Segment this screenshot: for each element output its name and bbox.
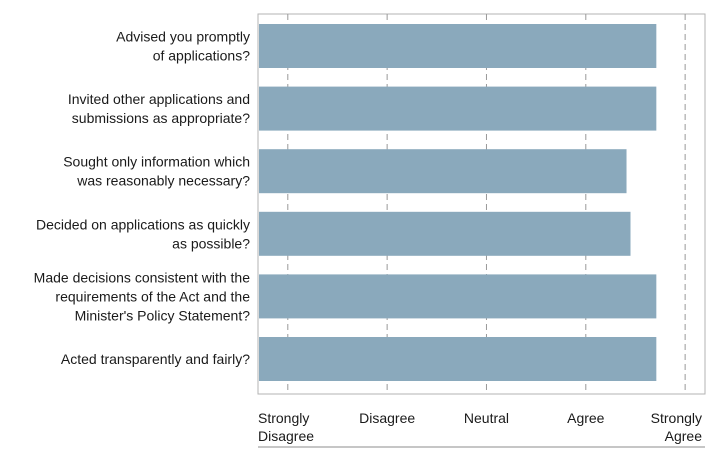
x-tick-label-line: Neutral — [464, 410, 509, 426]
plot-frame — [257, 13, 706, 395]
x-tick-label-line: Disagree — [359, 410, 415, 426]
category-label-line: Invited other applications and — [68, 91, 250, 107]
category-label-1: Advised you promptly of applications? — [116, 29, 250, 64]
category-label-4: Decided on applications as quickly as pos… — [36, 216, 250, 251]
x-tick-label-line: Agree — [567, 410, 605, 426]
category-label-line: requirements of the Act and the — [55, 288, 250, 304]
x-tick-label-2: Disagree — [359, 410, 415, 426]
category-label-line: Sought only information which — [63, 154, 250, 170]
bar-4 — [259, 211, 631, 256]
category-label-line: submissions as appropriate? — [72, 110, 250, 126]
x-tick-label-3: Neutral — [464, 410, 509, 426]
x-tick-label-line: Agree — [665, 428, 703, 444]
x-tick-label-line: Strongly — [258, 410, 309, 426]
category-label-line: Advised you promptly — [116, 29, 250, 45]
category-label-line: Acted transparently and fairly? — [61, 351, 250, 367]
category-label-line: Made decisions consistent with the — [34, 269, 251, 285]
category-label-line: of applications? — [153, 48, 251, 64]
category-labels: Advised you promptly of applications? Invi… — [34, 29, 251, 368]
category-label-line: was reasonably necessary? — [76, 173, 250, 189]
category-label-line: Decided on applications as quickly — [36, 216, 250, 232]
grid-lines — [287, 14, 686, 394]
bars — [259, 24, 657, 381]
category-label-line: as possible? — [172, 235, 250, 251]
x-tick-label-4: Agree — [567, 410, 605, 426]
bar-2 — [259, 86, 657, 131]
category-label-2: Invited other applications and submission… — [68, 91, 250, 126]
bar-1 — [259, 24, 657, 68]
bar-6 — [259, 337, 657, 381]
category-label-3: Sought only information which was reasona… — [63, 154, 250, 189]
x-tick-label-line: Disagree — [258, 428, 314, 444]
bar-3 — [259, 149, 627, 194]
category-label-6: Acted transparently and fairly? — [61, 351, 250, 367]
category-label-line: Minister's Policy Statement? — [75, 307, 251, 323]
category-label-5: Made decisions consistent with the requir… — [34, 269, 251, 323]
x-tick-label-line: Strongly — [651, 410, 702, 426]
x-tick-label-1: Strongly Disagree — [258, 410, 314, 444]
bar-5 — [259, 274, 657, 319]
x-tick-label-5: Strongly Agree — [651, 410, 703, 444]
